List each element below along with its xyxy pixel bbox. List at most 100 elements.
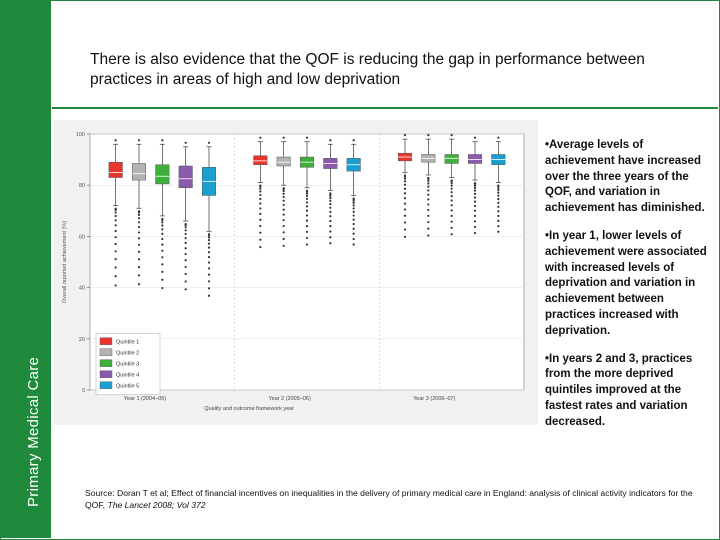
outlier-point: [184, 272, 187, 276]
outlier-point: [305, 214, 309, 217]
outlier-point: [497, 194, 500, 197]
outlier-point: [259, 136, 262, 139]
outlier-point: [450, 214, 453, 217]
outlier-point: [403, 221, 407, 224]
outlier-point: [114, 139, 117, 142]
outlier-point: [305, 243, 309, 246]
outlier-point: [352, 237, 355, 241]
legend-swatch: [99, 348, 113, 356]
outlier-point: [403, 202, 407, 205]
outlier-point: [282, 195, 285, 199]
outlier-point: [473, 200, 477, 203]
outlier-point: [403, 192, 407, 195]
outlier-point: [352, 199, 355, 202]
outlier-point: [497, 191, 500, 194]
outlier-point: [161, 228, 164, 231]
outlier-point: [282, 224, 285, 228]
outlier-point: [403, 177, 407, 180]
outlier-point: [259, 224, 262, 228]
source-journal: The Lancet 2008; Vol 372: [107, 500, 206, 510]
outlier-point: [259, 207, 262, 210]
outlier-point: [473, 196, 477, 199]
outlier-point: [403, 214, 407, 217]
sidebar: Primary Medical Care: [1, 1, 51, 538]
outlier-point: [184, 288, 187, 291]
outlier-point: [450, 182, 453, 185]
outlier-point: [403, 187, 407, 190]
outlier-point: [473, 192, 477, 196]
y-tick-label: 100: [76, 132, 85, 138]
box: [155, 164, 170, 185]
outlier-point: [497, 214, 500, 218]
legend-label: Quintile 1: [116, 340, 139, 346]
outlier-point: [305, 205, 309, 208]
outlier-point: [161, 278, 164, 281]
outlier-point: [137, 231, 141, 234]
outlier-point: [473, 186, 477, 189]
outlier-point: [137, 258, 141, 261]
outlier-point: [207, 261, 211, 264]
outlier-point: [403, 175, 407, 178]
bullet-1: •Average levels of achievement have incr…: [545, 139, 705, 215]
outlier-point: [427, 198, 430, 201]
outlier-point: [305, 194, 309, 198]
legend-swatch: [99, 359, 113, 367]
outlier-point: [282, 231, 285, 234]
outlier-point: [137, 250, 141, 253]
outlier-point: [450, 180, 453, 183]
outlier-point: [450, 184, 453, 187]
outlier-point: [305, 136, 309, 139]
outlier-point: [259, 187, 262, 190]
outlier-point: [161, 218, 164, 222]
sidebar-label: Primary Medical Care: [25, 356, 42, 507]
outlier-point: [161, 237, 164, 241]
outlier-point: [427, 234, 430, 237]
outlier-point: [259, 212, 262, 215]
outlier-point: [259, 218, 262, 221]
outlier-point: [497, 136, 500, 139]
outlier-point: [497, 230, 500, 233]
x-group-label: Year 2 (2005–06): [268, 396, 310, 402]
outlier-point: [450, 199, 453, 202]
outlier-point: [161, 249, 164, 252]
legend-label: Quintile 2: [116, 351, 139, 357]
outlier-point: [450, 226, 453, 229]
outlier-point: [305, 201, 309, 204]
outlier-point: [207, 251, 211, 254]
outlier-point: [207, 267, 211, 270]
outlier-point: [161, 224, 164, 227]
outlier-point: [305, 190, 309, 193]
outlier-point: [427, 134, 430, 137]
outlier-point: [282, 136, 285, 139]
outlier-point: [305, 192, 309, 195]
outlier-point: [403, 183, 407, 186]
outlier-point: [184, 280, 187, 283]
outlier-point: [305, 236, 309, 240]
box: [253, 155, 268, 165]
outlier-point: [184, 237, 187, 240]
outlier-point: [352, 210, 355, 213]
outlier-point: [282, 188, 285, 191]
source-citation: Source: Doran T et al; Effect of financi…: [85, 487, 715, 511]
outlier-point: [184, 229, 187, 232]
outlier-point: [161, 256, 164, 259]
outlier-point: [184, 226, 187, 229]
outlier-point: [114, 219, 117, 222]
outlier-point: [207, 239, 211, 242]
outlier-point: [352, 227, 355, 230]
outlier-point: [161, 270, 164, 273]
outlier-point: [259, 197, 262, 201]
outlier-point: [137, 221, 141, 224]
outlier-point: [427, 189, 430, 192]
outlier-point: [427, 177, 430, 181]
chart-svg: 0 20 40 60 80 100 Overall reported achievement…: [62, 132, 525, 412]
outlier-point: [403, 180, 407, 183]
outlier-point: [329, 219, 332, 223]
outlier-point: [259, 238, 262, 241]
outlier-point: [450, 134, 453, 137]
outlier-point: [450, 195, 453, 198]
outlier-point: [207, 246, 211, 249]
y-axis-label: Overall reported achievement (%): [62, 221, 68, 303]
outlier-point: [207, 234, 211, 237]
outlier-point: [114, 275, 117, 278]
